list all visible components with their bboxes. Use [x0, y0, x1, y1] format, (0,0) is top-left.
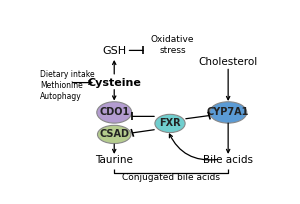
Text: Dietary intake: Dietary intake — [40, 70, 94, 79]
Text: CYP7A1: CYP7A1 — [207, 108, 249, 118]
Text: CDO1: CDO1 — [99, 108, 129, 118]
Text: Cholesterol: Cholesterol — [199, 57, 258, 67]
Text: Conjugated bile acids: Conjugated bile acids — [122, 173, 220, 182]
Text: Autophagy: Autophagy — [40, 92, 82, 101]
Ellipse shape — [97, 102, 132, 123]
Text: Cysteine: Cysteine — [87, 78, 141, 88]
Ellipse shape — [155, 114, 185, 133]
Text: GSH: GSH — [102, 46, 126, 56]
Text: FXR: FXR — [159, 119, 181, 129]
Text: Bile acids: Bile acids — [203, 155, 253, 165]
Text: Methionine: Methionine — [40, 81, 82, 90]
Ellipse shape — [98, 125, 131, 144]
Text: CSAD: CSAD — [99, 129, 129, 140]
Ellipse shape — [209, 102, 247, 123]
Text: Taurine: Taurine — [95, 155, 133, 165]
Text: Oxidative
stress: Oxidative stress — [151, 35, 194, 55]
